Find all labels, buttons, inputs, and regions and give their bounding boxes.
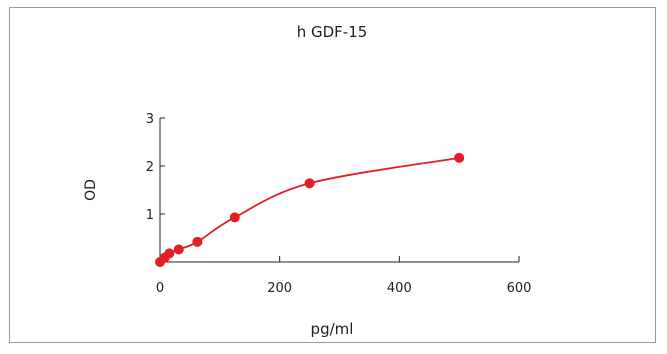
chart-title: h GDF-15 (297, 23, 368, 41)
x-tick-label: 400 (387, 281, 412, 296)
data-point (173, 244, 184, 255)
data-point (454, 152, 465, 163)
x-axis-label: pg/ml (311, 320, 354, 338)
y-axis-label: OD (83, 179, 99, 201)
y-tick-label: 1 (146, 208, 154, 223)
x-tick-label: 200 (267, 281, 292, 296)
x-tick-label: 600 (507, 281, 532, 296)
series-line (159, 156, 460, 263)
data-point (164, 248, 175, 259)
x-tick-label: 0 (156, 281, 164, 296)
y-tick-label: 3 (146, 112, 154, 127)
data-point (304, 178, 315, 189)
data-point (229, 212, 240, 223)
data-point (192, 236, 203, 247)
y-tick-label: 2 (146, 160, 154, 175)
chart-frame (9, 7, 656, 343)
